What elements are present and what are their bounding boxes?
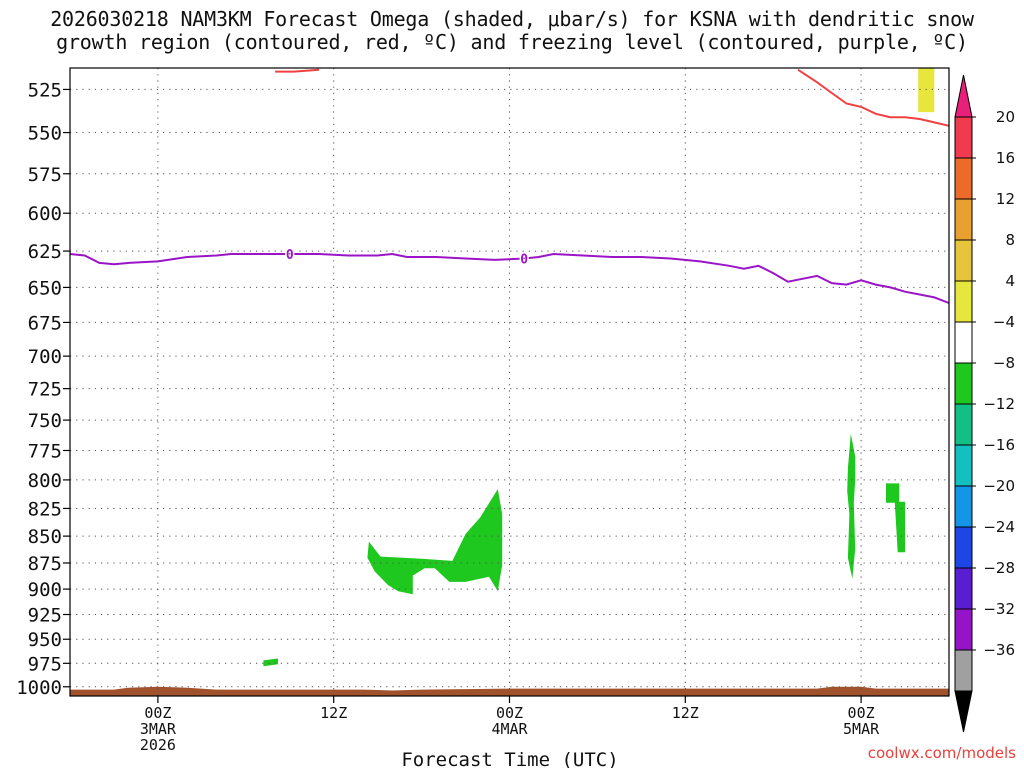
y-tick-label: 700 — [28, 346, 62, 368]
x-tick-label: 00Z — [496, 704, 523, 722]
shaded-region-3 — [886, 483, 905, 553]
y-tick-label: 550 — [28, 123, 62, 145]
colorbar-top-arrow — [954, 74, 973, 118]
colorbar-swatch — [954, 567, 973, 610]
colorbar-label: −24 — [983, 518, 1015, 536]
grid-lines — [70, 68, 949, 696]
freezing-level-line — [69, 252, 950, 304]
colorbar-swatch — [954, 362, 973, 405]
y-tick-label: 800 — [28, 470, 62, 492]
colorbar-swatch — [954, 526, 973, 569]
y-tick-label: 975 — [28, 653, 62, 675]
chart-subtitle: growth region (contoured, red, ºC) and f… — [56, 30, 968, 54]
colorbar-swatch — [954, 198, 973, 241]
colorbar-label: 16 — [996, 149, 1015, 167]
colorbar-label: −28 — [983, 559, 1015, 577]
colorbar-label: −36 — [983, 641, 1015, 659]
y-tick-label: 625 — [28, 241, 62, 263]
shaded-region-4 — [367, 489, 503, 595]
y-tick-label: 775 — [28, 440, 62, 462]
y-tick-label: 600 — [28, 203, 62, 225]
y-tick-label: 725 — [28, 379, 62, 401]
y-tick-label: 525 — [28, 79, 62, 101]
x-tick-label: 12Z — [320, 704, 347, 722]
colorbar-swatch — [954, 239, 973, 282]
colorbar-label: −16 — [983, 436, 1015, 454]
x-axis-label: Forecast Time (UTC) — [401, 749, 618, 768]
colorbar-label: −8 — [993, 354, 1015, 372]
freezing-level-label: 0 — [520, 252, 528, 267]
shaded-region-2 — [847, 433, 856, 579]
y-tick-label: 650 — [28, 277, 62, 299]
dgz-contour-1 — [797, 68, 950, 127]
y-tick-label: 675 — [28, 312, 62, 334]
x-tick-label: 00Z — [144, 704, 171, 722]
colorbar-swatch — [954, 157, 973, 200]
y-tick-label: 750 — [28, 410, 62, 432]
dgz-contour-0 — [275, 68, 320, 73]
colorbar-label: −12 — [983, 395, 1015, 413]
y-tick-label: 900 — [28, 579, 62, 601]
chart-title: 2026030218 NAM3KM Forecast Omega (shaded… — [50, 7, 974, 31]
colorbar-label: 4 — [1005, 272, 1015, 290]
shaded-region-5 — [263, 658, 278, 667]
colorbar-swatch — [954, 321, 973, 364]
x-tick-label: 5MAR — [843, 720, 880, 738]
colorbar-swatch — [954, 444, 973, 487]
colorbar-swatch — [954, 280, 973, 323]
y-tick-label: 925 — [28, 605, 62, 627]
omega-shading — [70, 68, 949, 696]
colorbar-bottom-arrow — [954, 690, 973, 733]
colorbar-label: 20 — [996, 108, 1015, 126]
colorbar-label: −4 — [993, 313, 1015, 331]
colorbar-swatch — [954, 485, 973, 528]
y-tick-label: 1000 — [16, 677, 62, 699]
y-tick-label: 850 — [28, 526, 62, 548]
colorbar-label: 8 — [1005, 231, 1015, 249]
credit-link[interactable]: coolwx.com/models — [867, 744, 1016, 762]
x-tick-label: 2026 — [140, 736, 176, 754]
colorbar-swatch — [954, 608, 973, 651]
colorbar-label: −32 — [983, 600, 1015, 618]
x-tick-label: 00Z — [848, 704, 875, 722]
colorbar-label: 12 — [996, 190, 1015, 208]
colorbar-swatch — [954, 403, 973, 446]
y-tick-label: 575 — [28, 164, 62, 186]
y-tick-label: 825 — [28, 498, 62, 520]
colorbar-swatch — [954, 649, 973, 692]
shaded-region-0 — [860, 68, 872, 173]
shaded-region-6 — [70, 686, 949, 696]
shaded-region-1 — [918, 68, 935, 113]
colorbar: 20 16 12 8 4 −4 −8 −12 −16 −20 −24 −28 −32 −36 — [954, 74, 1015, 733]
x-tick-label: 4MAR — [491, 720, 528, 738]
colorbar-label: −20 — [983, 477, 1015, 495]
x-tick-label: 12Z — [672, 704, 699, 722]
y-tick-label: 950 — [28, 629, 62, 651]
colorbar-swatch — [954, 116, 973, 159]
y-tick-label: 875 — [28, 553, 62, 575]
freezing-level-label: 0 — [286, 248, 294, 263]
y-axis: 525 550 575 600 625 650 675 700 725 750 775 800 825 8… — [16, 79, 70, 699]
x-tick-label: 3MAR — [140, 720, 177, 738]
